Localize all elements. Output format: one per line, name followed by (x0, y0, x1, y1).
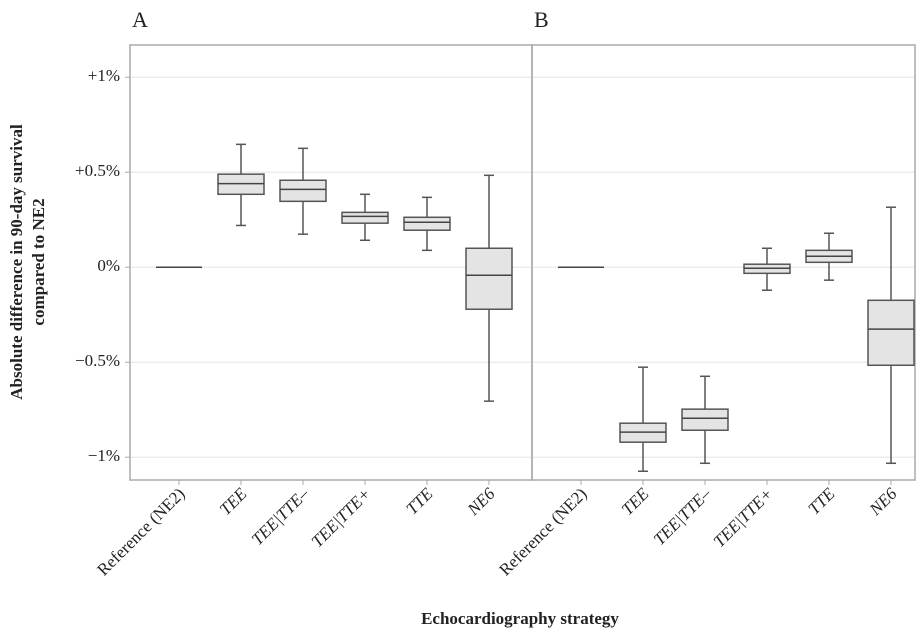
x-axis-title: Echocardiography strategy (421, 609, 619, 628)
x-tick-label: TTE (804, 484, 839, 519)
x-tick-label: TEE|TTE+ (308, 484, 375, 551)
box (681, 408, 729, 431)
y-tick-label: +1% (88, 66, 120, 85)
x-tick-label: TEE (618, 484, 653, 519)
y-tick-label: −1% (88, 446, 120, 465)
x-tick-label: TEE|TTE+ (710, 484, 777, 551)
x-tick-label: NE6 (865, 484, 901, 520)
x-tick-label: TEE (216, 484, 251, 519)
x-tick-label: Reference (NE2) (93, 484, 188, 579)
x-tick-label: NE6 (463, 484, 499, 520)
panel-title: A (132, 7, 148, 32)
y-tick-label: 0% (97, 256, 120, 275)
y-tick-label: +0.5% (75, 161, 120, 180)
box (465, 247, 513, 310)
y-tick-label: −0.5% (75, 351, 120, 370)
y-axis-title: Absolute difference in 90-day survival (7, 124, 26, 400)
x-tick-label: Reference (NE2) (495, 484, 590, 579)
panel-title: B (534, 7, 549, 32)
x-tick-label: TEE|TTE– (650, 484, 715, 549)
y-axis-title: compared to NE2 (29, 198, 48, 325)
x-tick-label: TTE (402, 484, 437, 519)
box (403, 216, 451, 231)
box (341, 211, 389, 224)
panel-border (531, 44, 916, 481)
box (867, 299, 915, 367)
x-tick-label: TEE|TTE– (248, 484, 313, 549)
box (279, 179, 327, 203)
